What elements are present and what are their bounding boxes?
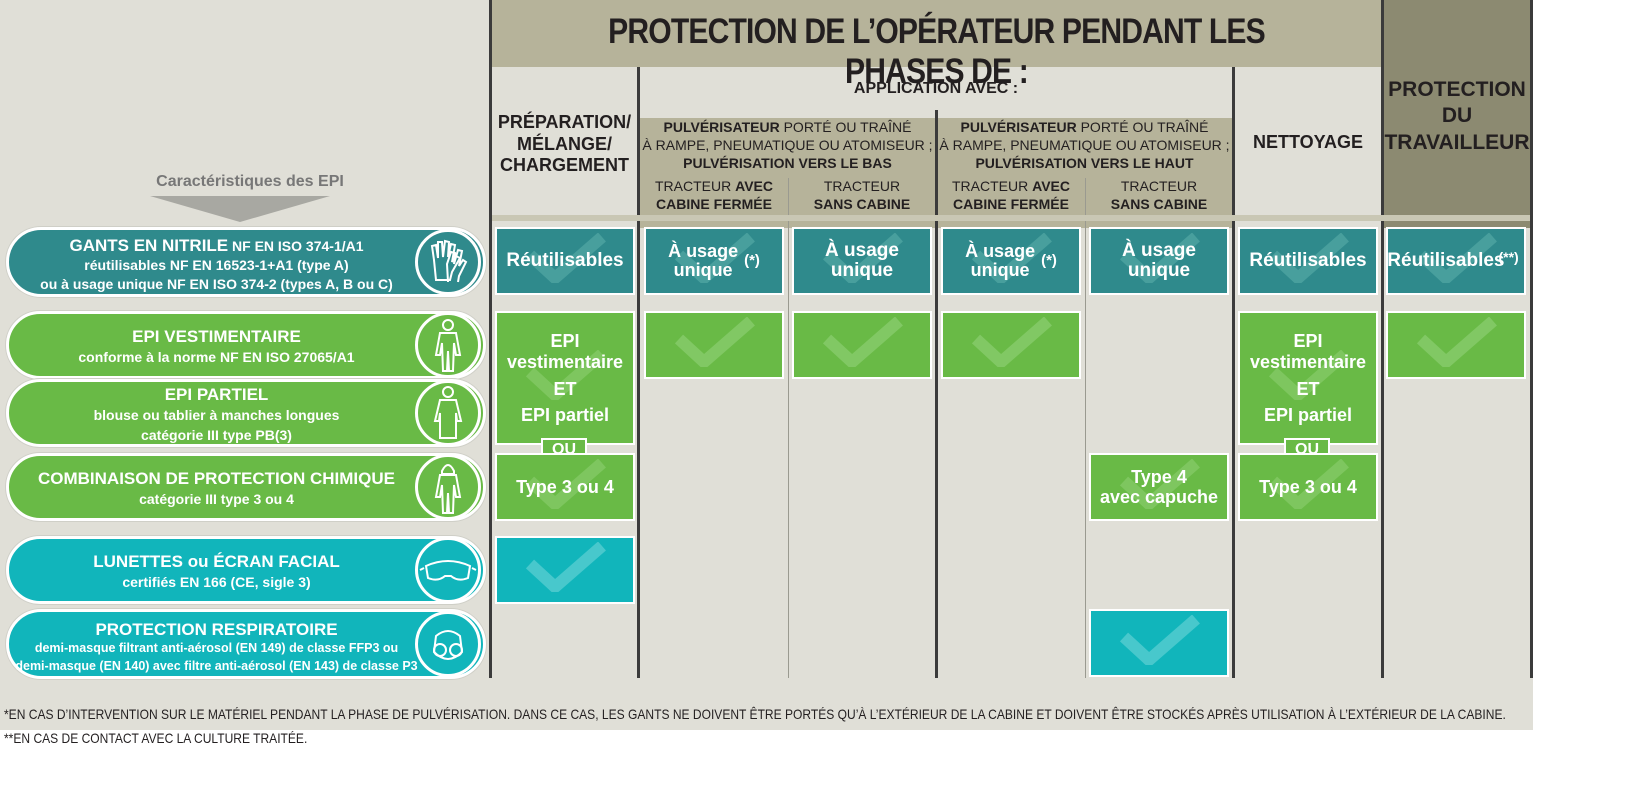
- goggles-icon: [415, 537, 481, 603]
- header-tracteur-sans-cabine: TRACTEUR SANS CABINE: [813, 178, 911, 212]
- epi-lunettes: LUNETTES ou ÉCRAN FACIAL certifiés EN 16…: [6, 536, 486, 604]
- cell-vest-bas-sans-cabine: [792, 311, 932, 379]
- header-application: APPLICATION AVEC :: [853, 80, 1019, 97]
- cell-vest-preparation: EPI vestimentaire ET EPI partiel: [495, 311, 635, 445]
- header-protection-travailleur: PROTECTION DU TRAVAILLEUR: [1384, 78, 1530, 154]
- header-tracteur-cabine-fermee-haut: TRACTEUR AVEC CABINE FERMÉE: [952, 178, 1070, 212]
- col-divider-thin: [1085, 178, 1086, 678]
- col-divider: [1232, 67, 1235, 678]
- cell-combinaison-haut-sans-cabine: Type 4 avec capuche: [1089, 453, 1229, 521]
- title-band: [490, 0, 1533, 67]
- cell-vest-nettoyage: EPI vestimentaire ET EPI partiel: [1238, 311, 1378, 445]
- cell-gants-haut-cabine: À usage unique (*): [941, 227, 1081, 295]
- cell-combinaison-preparation: Type 3 ou 4: [495, 453, 635, 521]
- epi-gants: GANTS EN NITRILE NF EN ISO 374-1/A1 réut…: [6, 227, 486, 297]
- header-pulverisation-haut: PULVÉRISATEUR PORTÉ OU TRAÎNÉ À RAMPE, P…: [939, 119, 1230, 171]
- page-title: PROTECTION DE L’OPÉRATEUR PENDANT LES PH…: [608, 12, 1265, 91]
- epi-partiel: EPI PARTIEL blouse ou tablier à manches …: [6, 379, 486, 447]
- gloves-icon: [415, 229, 481, 295]
- respirator-icon: [415, 611, 481, 677]
- header-tracteur-cabine-fermee: TRACTEUR AVEC CABINE FERMÉE: [655, 178, 773, 212]
- cell-gants-nettoyage: Réutilisables: [1238, 227, 1378, 295]
- cell-lunettes-preparation: [495, 536, 635, 604]
- down-arrow-icon: [150, 196, 330, 222]
- protection-header-band: [1383, 0, 1533, 228]
- hooded-suit-icon: [415, 454, 481, 520]
- col-divider: [935, 110, 938, 678]
- col-divider: [489, 0, 492, 678]
- col-divider-thin: [788, 178, 789, 678]
- header-preparation: PRÉPARATION/MÉLANGE/CHARGEMENT: [497, 112, 632, 176]
- cell-gants-haut-sans-cabine: À usage unique: [1089, 227, 1229, 295]
- caracteristiques-label: Caractéristiques des EPI: [156, 173, 344, 190]
- cell-gants-travailleur: Réutilisables (**): [1386, 227, 1526, 295]
- cell-combinaison-nettoyage: Type 3 ou 4: [1238, 453, 1378, 521]
- col-divider: [1381, 0, 1384, 678]
- cell-gants-preparation: Réutilisables: [495, 227, 635, 295]
- header-rule: [492, 215, 1530, 221]
- epi-vestimentaire: EPI VESTIMENTAIRE conforme à la norme NF…: [6, 311, 486, 379]
- cell-gants-bas-sans-cabine: À usage unique: [792, 227, 932, 295]
- footnote-2: **EN CAS DE CONTACT AVEC LA CULTURE TRAI…: [4, 730, 308, 746]
- header-pulverisation-bas: PULVÉRISATEUR PORTÉ OU TRAÎNÉ À RAMPE, P…: [642, 119, 933, 171]
- cell-gants-bas-cabine: À usage unique (*): [644, 227, 784, 295]
- cell-vest-haut-cabine: [941, 311, 1081, 379]
- epi-combinaison: COMBINAISON DE PROTECTION CHIMIQUE catég…: [6, 453, 486, 521]
- epi-respiratoire: PROTECTION RESPIRATOIRE demi-masque filt…: [6, 609, 486, 679]
- header-tracteur-sans-cabine-haut: TRACTEUR SANS CABINE: [1110, 178, 1208, 212]
- cell-vest-bas-cabine: [644, 311, 784, 379]
- col-divider: [1530, 0, 1533, 678]
- header-nettoyage: NETTOYAGE: [1252, 132, 1364, 152]
- cell-respiratoire-haut-sans-cabine: [1089, 609, 1229, 677]
- cell-vest-travailleur: [1386, 311, 1526, 379]
- apron-icon: [415, 380, 481, 446]
- overall-icon: [415, 312, 481, 378]
- footnote-1: *EN CAS D’INTERVENTION SUR LE MATÉRIEL P…: [4, 706, 1506, 722]
- col-divider: [637, 67, 640, 678]
